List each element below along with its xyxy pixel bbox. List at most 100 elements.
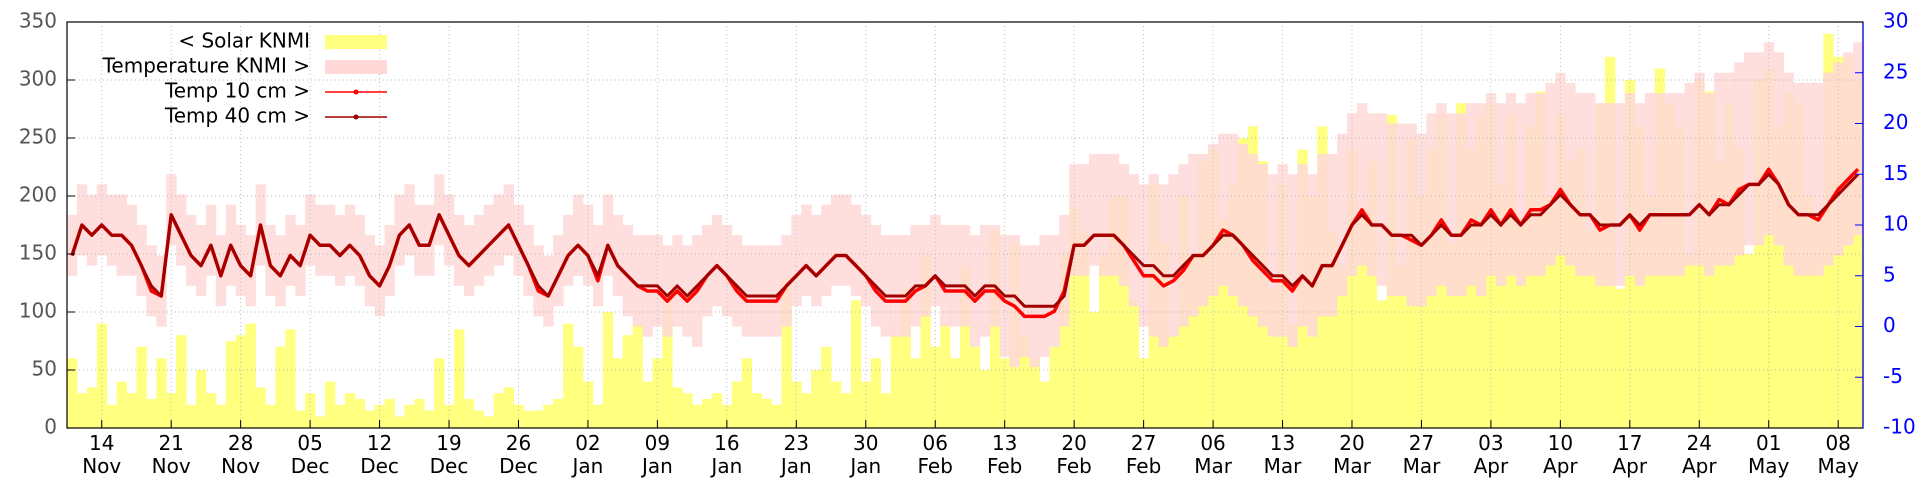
solar-bar [235,335,247,428]
x-tick-label: 16 Jan [711,431,743,478]
solar-bar [1069,207,1080,428]
temperature-range [1227,133,1239,297]
y-tick-label: 150 [19,241,57,265]
solar-bar [1138,358,1149,428]
temperature-range [195,225,207,297]
temperature-range [900,235,911,337]
temperature-range [453,214,465,286]
temperature-range [1634,103,1646,286]
temperature-range [1307,174,1318,337]
temperature-range [1803,82,1814,276]
temperature-range [1178,164,1189,327]
solar-bar [1515,219,1527,428]
temperature-range [1624,93,1636,276]
y2-tick-label: -10 [1883,415,1916,439]
solar-bar [1803,196,1814,428]
temperature-range [1436,103,1447,286]
temperature-range [1724,72,1735,266]
solar-bar [186,404,197,428]
temperature-range [1783,72,1794,266]
legend-label: Temp 10 cm > [164,79,310,103]
solar-bar [1327,230,1338,428]
solar-bar [1416,196,1427,428]
temperature-range [1734,62,1745,256]
solar-bar [622,335,633,428]
solar-bar [295,410,306,428]
solar-bar [692,404,703,428]
solar-bar [1227,184,1239,428]
temperature-range [334,214,346,286]
temperature-range [1297,164,1308,327]
solar-bar [1366,161,1378,428]
solar-bar [979,370,991,428]
solar-bar [126,393,137,428]
solar-bar [1188,254,1199,428]
temperature-range [1247,153,1259,317]
legend-dot [353,114,359,120]
solar-bar [523,410,534,428]
solar-bar [920,254,931,428]
solar-bar [513,404,524,428]
temperature-range [1386,123,1398,297]
temperature-range [840,194,852,286]
temperature-range [1376,113,1388,286]
solar-bar [652,358,663,428]
solar-bar [831,381,842,428]
temperature-range [275,235,286,307]
temperature-range [1476,103,1487,297]
temperature-range [1684,82,1695,266]
temperature-range [434,174,445,246]
temperature-range [126,204,137,276]
temperature-range [662,245,673,337]
solar-bar [573,346,584,428]
solar-bar [334,404,346,428]
temperature-range [394,194,405,266]
temperature-range [592,225,604,307]
temperature-range [473,214,485,286]
legend-swatch [325,60,387,74]
temperature-range [1833,62,1844,256]
solar-bar [1267,288,1278,428]
solar-bar [453,329,465,428]
solar-bar [1059,254,1070,428]
solar-bar [86,387,98,428]
solar-bar [146,399,157,428]
x-tick-label: 10 Apr [1543,431,1578,478]
temperature-range [751,245,762,337]
temperature-range [632,235,643,327]
temperature-range [860,214,872,307]
solar-bar [761,399,772,428]
solar-bar [176,335,187,428]
solar-bar [910,358,921,428]
solar-bar [781,277,792,428]
x-tick-label: 23 Jan [780,431,812,478]
temperature-range [870,225,882,327]
solar-bar [553,399,564,428]
temperature-range [1237,143,1249,307]
temperature-range [374,245,385,317]
solar-bar [275,346,286,428]
bars-layer [67,33,1864,429]
temperature-range [1406,123,1417,307]
temperature-range [146,245,157,317]
x-tick-label: 05 Dec [290,431,330,478]
temperature-range [1079,164,1090,276]
solar-bar [255,387,266,428]
x-tick-label: 06 Mar [1194,431,1232,478]
temperature-range [672,235,683,327]
temperature-range [1823,72,1834,266]
x-tick-label: 13 Feb [986,431,1023,478]
temperature-range [1089,153,1100,266]
temperature-range [1208,143,1219,297]
solar-bar [900,288,911,428]
solar-bar [1168,335,1179,428]
temperature-range [1069,164,1080,276]
solar-bar [632,323,643,428]
solar-bar [592,404,604,428]
solar-bar [1743,254,1755,428]
temperature-range [205,204,217,276]
temperature-range [1198,153,1209,307]
temperature-range [622,225,633,317]
temperature-range [67,214,78,276]
solar-bar [989,230,1001,428]
